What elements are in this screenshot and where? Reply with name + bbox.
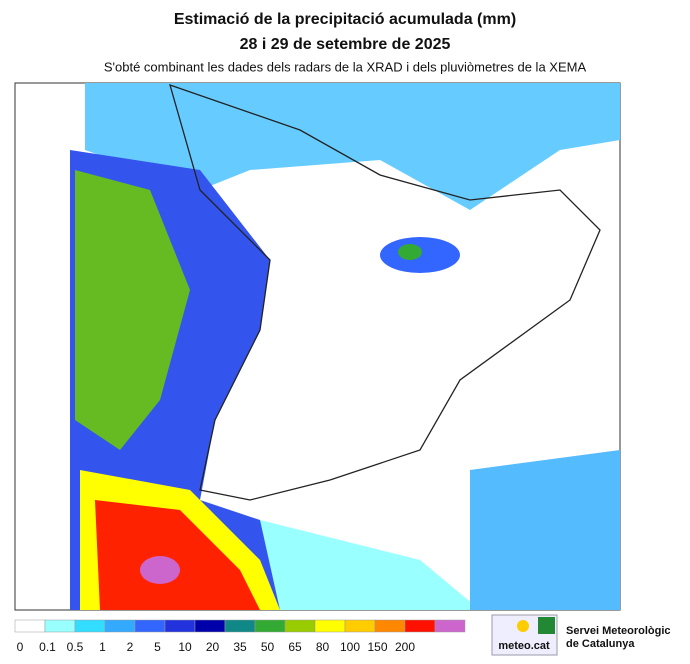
legend-swatch	[224, 619, 256, 633]
rain-area	[85, 83, 620, 210]
legend-label: 65	[288, 640, 302, 654]
rain-area	[75, 170, 190, 450]
rain-area	[470, 450, 620, 610]
legend-swatch	[134, 619, 166, 633]
legend-swatch	[104, 619, 136, 633]
legend-swatch	[284, 619, 316, 633]
rain-area	[260, 520, 480, 610]
logo-sun	[517, 620, 529, 632]
logo-cloud	[538, 617, 555, 634]
legend-label: 80	[316, 640, 330, 654]
legend-label: 1	[99, 640, 106, 654]
logo: meteo.cat Servei Meteorològic de Catalun…	[491, 614, 671, 656]
legend-label: 35	[233, 640, 247, 654]
legend-label: 0.5	[67, 640, 84, 654]
legend-swatch	[194, 619, 226, 633]
rain-area	[140, 556, 180, 584]
legend-swatch	[74, 619, 106, 633]
legend-label: 100	[340, 640, 360, 654]
rain-area	[95, 500, 260, 610]
subtitle: S'obté combinant les dades dels radars d…	[104, 59, 587, 74]
title-line: 28 i 29 de setembre de 2025	[240, 36, 451, 53]
logo-name: de Catalunya	[566, 638, 635, 650]
border	[169, 83, 601, 501]
legend-label: 50	[261, 640, 275, 654]
legend-swatch	[14, 619, 46, 633]
legend-label: 20	[206, 640, 220, 654]
legend-label: 0	[17, 640, 24, 654]
legend-swatch	[314, 619, 346, 633]
legend-swatch	[404, 619, 436, 633]
legend-swatch	[254, 619, 286, 633]
legend-swatch	[344, 619, 376, 633]
legend-label: 10	[178, 640, 192, 654]
legend-swatch	[434, 619, 466, 633]
legend-swatch	[164, 619, 196, 633]
rain-area	[398, 244, 422, 260]
legend: 0 0.1 0.5 1 2 5 10 20 35 50 65 80 100 150 200	[14, 619, 466, 654]
legend-label: 0.1	[39, 640, 56, 654]
map	[14, 82, 621, 611]
logo-name: Servei Meteorològic	[566, 625, 671, 637]
logo-brand: meteo.cat	[498, 640, 550, 652]
legend-swatch	[44, 619, 76, 633]
legend-label: 5	[154, 640, 161, 654]
legend-label: 2	[127, 640, 134, 654]
legend-label: 150	[367, 640, 387, 654]
legend-swatch	[374, 619, 406, 633]
title-line: Estimació de la precipitació acumulada (…	[174, 11, 516, 28]
legend-label: 200	[395, 640, 415, 654]
